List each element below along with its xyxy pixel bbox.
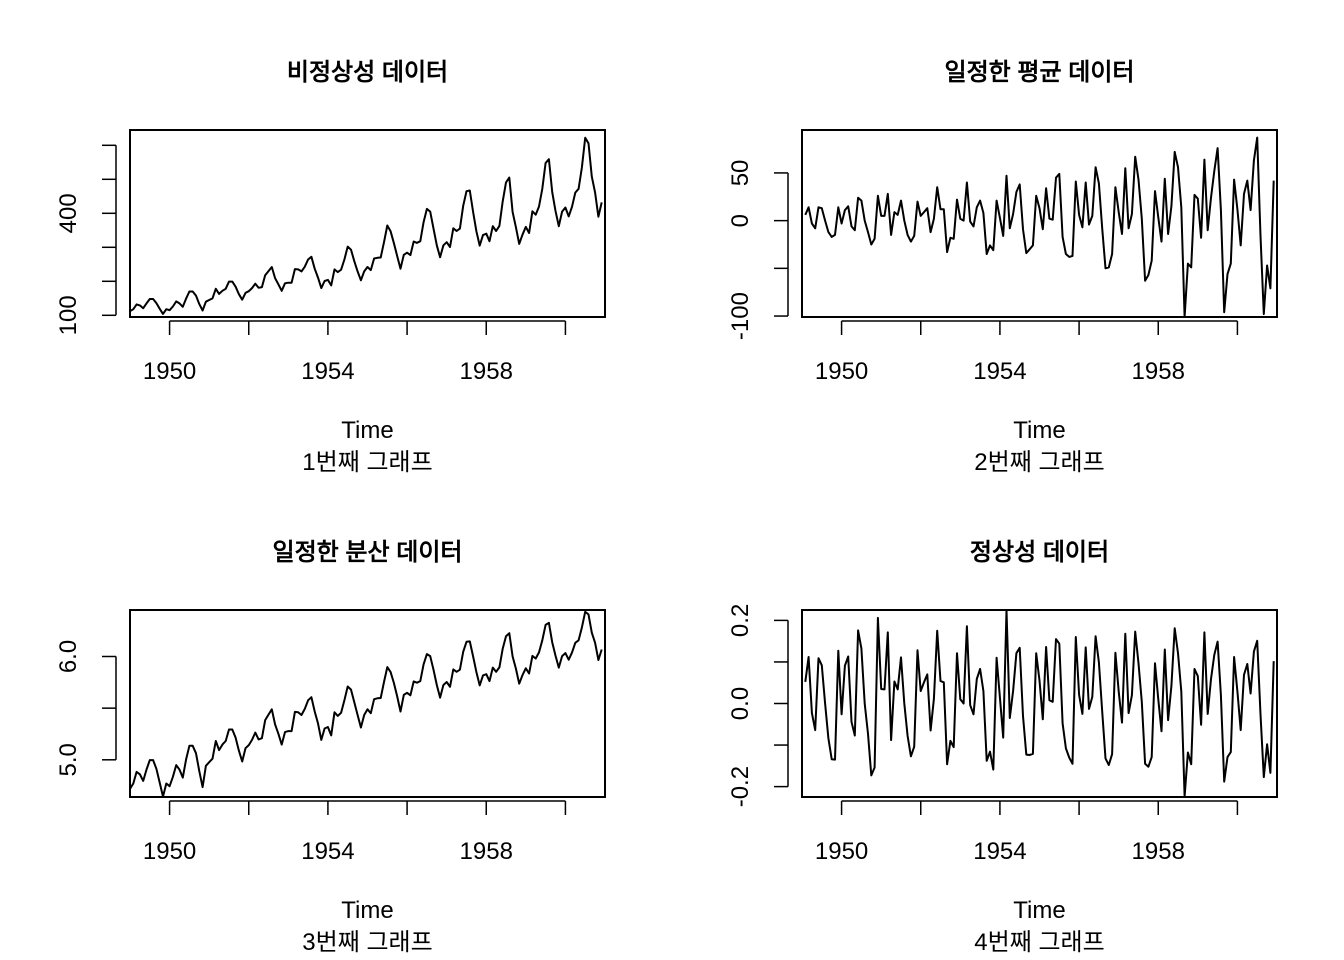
chart-subtitle: 1번째 그래프	[302, 449, 432, 476]
y-axis: 5.0 6.0	[55, 640, 117, 776]
y-tick-label: -100	[727, 292, 754, 340]
x-tick-label: 1950	[815, 838, 868, 865]
y-tick-label: 0.0	[727, 687, 754, 720]
x-tick-label: 1958	[1132, 358, 1185, 385]
x-axis-label: Time	[341, 897, 393, 924]
chart-panel-4: 정상성 데이터 1950 1954 1958 -0.2 0.0 0.2 Time 4번째 그래프	[727, 539, 1278, 956]
chart-title: 정상성 데이터	[970, 539, 1109, 566]
y-axis: -100 0 50	[727, 160, 789, 340]
y-tick-label: 5.0	[55, 743, 82, 776]
chart-subtitle: 4번째 그래프	[974, 929, 1104, 956]
y-tick-label: 6.0	[55, 640, 82, 673]
x-axis-label: Time	[1013, 417, 1065, 444]
x-tick-label: 1954	[301, 358, 354, 385]
plot-frame	[129, 609, 606, 798]
series-line	[129, 610, 603, 798]
y-tick-label: 50	[727, 160, 754, 187]
x-tick-label: 1950	[143, 838, 196, 865]
plot-frame	[801, 609, 1278, 798]
chart-subtitle: 3번째 그래프	[302, 929, 432, 956]
chart-panel-3: 일정한 분산 데이터 1950 1954 1958 5.0 6.0 Time 3번째 그래프	[55, 539, 606, 956]
x-axis-label: Time	[341, 417, 393, 444]
series-line	[804, 609, 1275, 798]
x-tick-label: 1950	[143, 358, 196, 385]
series-line	[804, 136, 1275, 318]
x-tick-label: 1958	[460, 358, 513, 385]
plot-frame	[129, 129, 606, 318]
chart-title: 비정상성 데이터	[287, 59, 448, 86]
y-tick-label: 0	[727, 214, 754, 227]
x-axis: 1950 1954 1958	[815, 320, 1239, 385]
x-tick-label: 1958	[1132, 838, 1185, 865]
x-tick-label: 1954	[301, 838, 354, 865]
x-axis-label: Time	[1013, 897, 1065, 924]
x-tick-label: 1954	[973, 358, 1026, 385]
y-axis: 100 400	[55, 144, 117, 335]
chart-panel-1: 비정상성 데이터 1950 1954 1958 100 400 Time 1번째 그래프	[55, 59, 606, 476]
y-tick-label: 0.2	[727, 604, 754, 637]
x-tick-label: 1954	[973, 838, 1026, 865]
x-axis: 1950 1954 1958	[143, 800, 567, 865]
x-axis: 1950 1954 1958	[815, 800, 1239, 865]
x-tick-label: 1958	[460, 838, 513, 865]
series-line	[129, 136, 603, 315]
chart-title: 일정한 평균 데이터	[945, 59, 1135, 86]
plot-frame	[801, 129, 1278, 318]
x-tick-label: 1950	[815, 358, 868, 385]
y-axis: -0.2 0.0 0.2	[727, 604, 789, 807]
chart-title: 일정한 분산 데이터	[273, 539, 463, 566]
y-tick-label: -0.2	[727, 766, 754, 807]
chart-subtitle: 2번째 그래프	[974, 449, 1104, 476]
x-axis: 1950 1954 1958	[143, 320, 567, 385]
y-tick-label: 400	[55, 193, 82, 233]
chart-panel-2: 일정한 평균 데이터 1950 1954 1958 -100 0 50 Time 2번째 그래프	[727, 59, 1278, 476]
y-tick-label: 100	[55, 295, 82, 335]
